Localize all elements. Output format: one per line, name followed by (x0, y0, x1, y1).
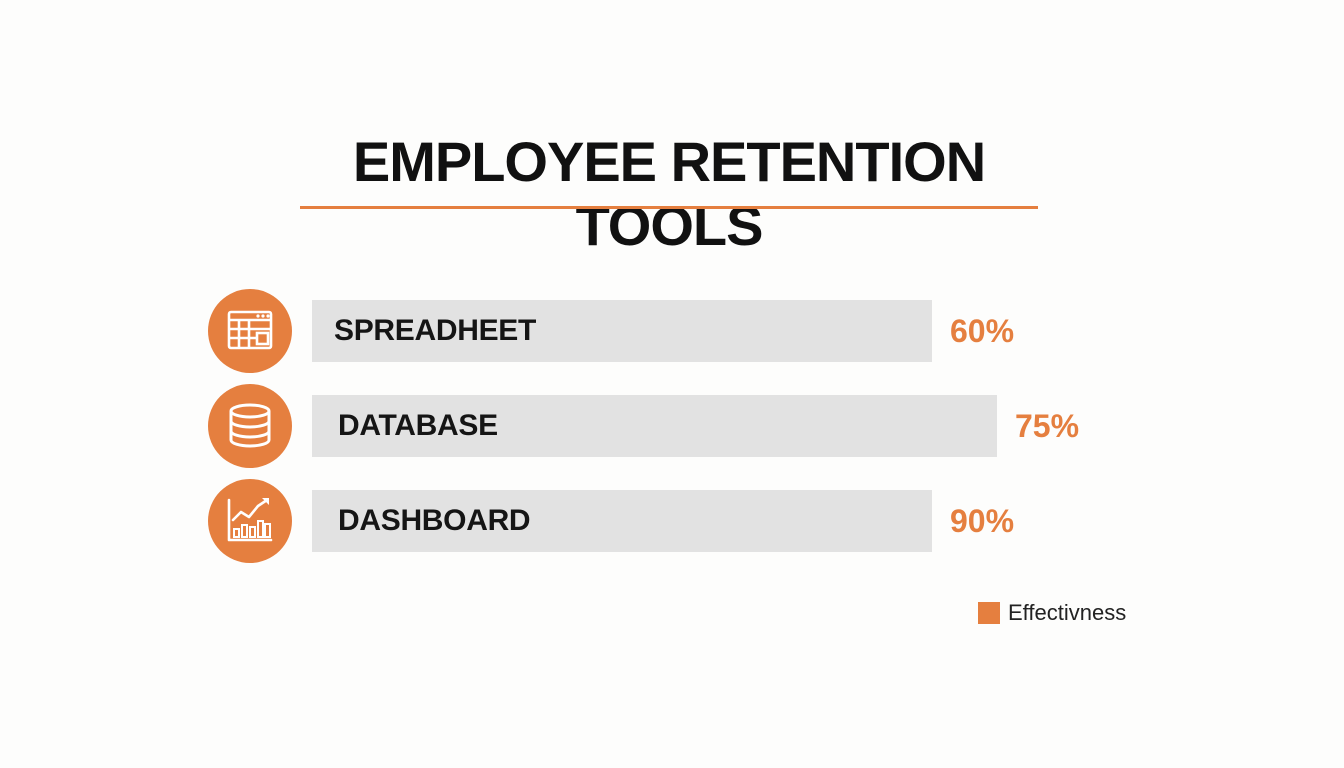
bar-dashboard: DASHBOARD (312, 490, 932, 552)
title-underline (300, 206, 1038, 209)
chart-title: EMPLOYEE RETENTION TOOLS (352, 130, 986, 257)
bar-database: DATABASE (312, 395, 997, 457)
bar-label: DASHBOARD (338, 504, 531, 537)
spreadsheet-icon-badge (208, 289, 292, 373)
bar-spreadheet: SPREADHEET (312, 300, 932, 362)
legend-swatch (978, 602, 1000, 624)
bar-value-label: 75% (1015, 408, 1080, 444)
bar-label: SPREADHEET (334, 314, 537, 347)
bar-value-label: 60% (950, 313, 1015, 349)
database-icon (229, 403, 271, 448)
legend-label: Effectivness (1008, 600, 1127, 625)
dashboard-chart-icon-badge (208, 479, 292, 563)
legend: Effectivness (978, 600, 1127, 625)
database-icon-badge (208, 384, 292, 468)
bar-value-label: 90% (950, 503, 1015, 539)
bar-label: DATABASE (338, 409, 498, 442)
spreadsheet-icon (227, 310, 273, 350)
dashboard-chart-icon (227, 498, 273, 542)
